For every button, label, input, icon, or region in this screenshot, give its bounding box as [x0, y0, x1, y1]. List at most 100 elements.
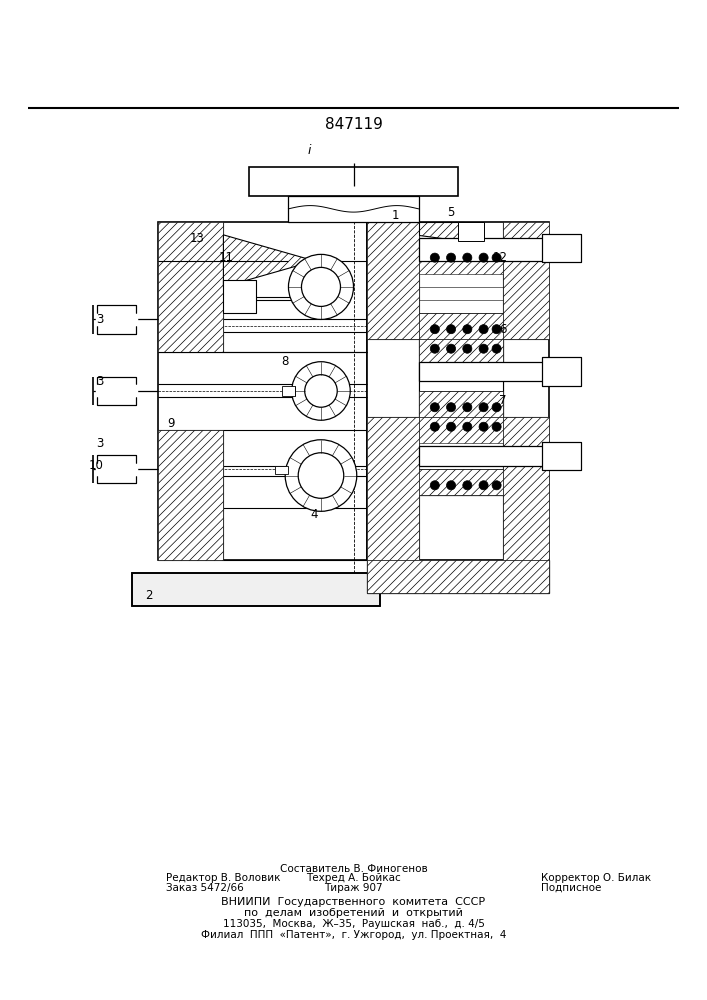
Circle shape: [463, 253, 472, 262]
Circle shape: [463, 481, 472, 490]
Circle shape: [447, 253, 455, 262]
Bar: [419, 362, 561, 381]
Circle shape: [463, 422, 472, 431]
Circle shape: [492, 344, 501, 353]
Bar: [419, 339, 503, 365]
Circle shape: [431, 325, 439, 334]
Text: 9: 9: [168, 417, 175, 430]
Circle shape: [463, 403, 472, 412]
Bar: [158, 222, 366, 560]
Circle shape: [492, 403, 501, 412]
Bar: [419, 417, 503, 443]
Bar: [223, 280, 256, 313]
Bar: [223, 280, 256, 313]
Text: 5: 5: [448, 206, 455, 219]
Text: 11: 11: [219, 251, 234, 264]
Circle shape: [431, 481, 439, 490]
Text: Филиал  ППП  «Патент»,  г. Ужгород,  ул. Проектная,  4: Филиал ППП «Патент», г. Ужгород, ул. Про…: [201, 930, 506, 940]
Text: ВНИИПИ  Государственного  комитета  СССР: ВНИИПИ Государственного комитета СССР: [221, 897, 486, 907]
Text: 8: 8: [281, 355, 289, 368]
Bar: [542, 357, 581, 386]
Text: Техред А. Бойкас: Техред А. Бойкас: [306, 873, 401, 883]
Bar: [457, 222, 484, 241]
Circle shape: [463, 325, 472, 334]
Circle shape: [479, 344, 488, 353]
Circle shape: [447, 422, 455, 431]
Text: Корректор О. Билак: Корректор О. Билак: [541, 873, 651, 883]
Bar: [419, 248, 503, 339]
Bar: [366, 222, 419, 339]
Bar: [288, 196, 419, 222]
Bar: [97, 455, 136, 483]
Text: Тираж 907: Тираж 907: [325, 883, 382, 893]
Circle shape: [447, 403, 455, 412]
Circle shape: [479, 325, 488, 334]
Text: Подписное: Подписное: [541, 883, 601, 893]
Circle shape: [447, 344, 455, 353]
Bar: [132, 573, 380, 606]
Text: 113035,  Москва,  Ж–35,  Раушская  наб.,  д. 4/5: 113035, Москва, Ж–35, Раушская наб., д. …: [223, 919, 484, 929]
Text: 4: 4: [310, 508, 318, 521]
Circle shape: [492, 481, 501, 490]
Text: 13: 13: [190, 232, 205, 245]
Bar: [282, 386, 295, 396]
Bar: [419, 469, 503, 495]
Circle shape: [301, 267, 341, 306]
Circle shape: [463, 344, 472, 353]
Text: 3: 3: [96, 375, 103, 388]
Bar: [288, 196, 347, 222]
Bar: [419, 391, 503, 417]
Polygon shape: [223, 235, 315, 287]
Circle shape: [492, 325, 501, 334]
Text: 847119: 847119: [325, 117, 382, 132]
Text: 12: 12: [492, 251, 508, 264]
Text: 1: 1: [392, 209, 399, 222]
Bar: [366, 222, 549, 560]
Text: 3: 3: [96, 437, 103, 450]
Circle shape: [288, 254, 354, 319]
Bar: [542, 234, 581, 262]
Text: i: i: [308, 144, 312, 157]
Bar: [419, 248, 503, 274]
Circle shape: [479, 253, 488, 262]
Text: 6: 6: [499, 323, 507, 336]
Bar: [158, 222, 223, 352]
Text: Составитель В. Финогенов: Составитель В. Финогенов: [280, 864, 427, 874]
Bar: [276, 466, 288, 474]
Circle shape: [447, 481, 455, 490]
Circle shape: [305, 375, 337, 407]
Circle shape: [431, 422, 439, 431]
Circle shape: [492, 253, 501, 262]
Text: 7: 7: [499, 394, 507, 407]
Bar: [503, 222, 549, 339]
Bar: [419, 446, 561, 466]
Text: 3: 3: [96, 313, 103, 326]
Text: 10: 10: [89, 459, 104, 472]
Circle shape: [479, 481, 488, 490]
Text: Заказ 5472/66: Заказ 5472/66: [166, 883, 244, 893]
Bar: [457, 222, 484, 241]
Bar: [419, 313, 503, 339]
Circle shape: [285, 440, 357, 511]
Circle shape: [492, 422, 501, 431]
Text: Редактор В. Воловик: Редактор В. Воловик: [166, 873, 281, 883]
Bar: [158, 430, 223, 560]
Bar: [250, 167, 457, 196]
Text: 2: 2: [145, 589, 153, 602]
Circle shape: [298, 453, 344, 498]
Bar: [132, 573, 380, 606]
Bar: [366, 560, 549, 593]
Circle shape: [431, 344, 439, 353]
Bar: [419, 417, 503, 495]
Bar: [360, 196, 419, 222]
Bar: [366, 417, 419, 560]
Circle shape: [431, 253, 439, 262]
Polygon shape: [419, 222, 464, 241]
Circle shape: [447, 325, 455, 334]
Bar: [97, 377, 136, 405]
Bar: [366, 560, 549, 593]
Bar: [542, 442, 581, 470]
Bar: [419, 339, 503, 417]
Bar: [97, 305, 136, 334]
Circle shape: [479, 403, 488, 412]
